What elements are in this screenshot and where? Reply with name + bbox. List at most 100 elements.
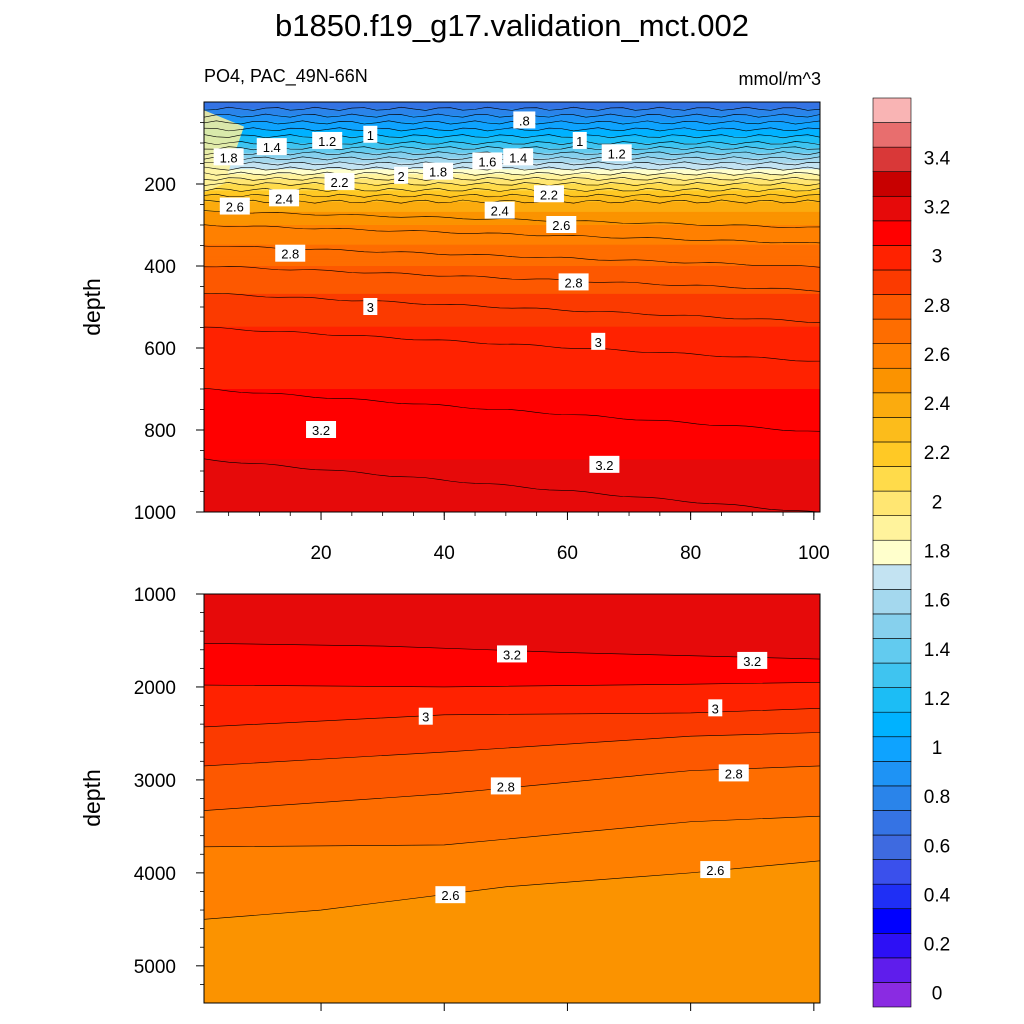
field-band — [204, 290, 820, 293]
contour-line — [204, 176, 820, 181]
contour-label-bg — [435, 886, 466, 904]
field-band — [204, 164, 820, 167]
field-band — [204, 193, 820, 197]
contour-line — [204, 458, 820, 512]
colorbar-swatch — [872, 97, 912, 123]
contour-label: 3 — [595, 335, 602, 350]
colorbar-swatch — [872, 834, 912, 860]
field-band — [204, 262, 820, 265]
contour-line — [204, 113, 820, 118]
contour-label-bg — [591, 332, 606, 350]
colorbar-swatch — [872, 392, 912, 418]
field-band — [204, 223, 820, 226]
contour-label-bg — [312, 131, 343, 149]
field-band — [204, 116, 820, 119]
field-band — [204, 257, 820, 261]
field-band — [204, 426, 820, 429]
field-band — [204, 482, 820, 485]
field-band — [204, 385, 820, 388]
field-band — [204, 259, 820, 262]
contour-label-bg — [718, 764, 749, 782]
field-band — [204, 252, 820, 256]
field-band — [204, 364, 820, 367]
contour-label: 3 — [422, 710, 429, 725]
contour-label: 2.8 — [725, 766, 743, 781]
contour-line — [204, 106, 820, 111]
contour-line — [204, 199, 820, 204]
field-band — [204, 277, 820, 280]
field-band — [204, 392, 820, 395]
field-band — [204, 129, 820, 133]
contour-label: 1 — [367, 128, 374, 143]
field-band — [204, 254, 820, 257]
contour-label: .8 — [519, 113, 530, 128]
field-band — [204, 487, 820, 490]
field-band — [204, 451, 820, 454]
field-band — [204, 233, 820, 236]
field-band — [204, 480, 820, 484]
field-band — [204, 485, 820, 488]
field-band — [204, 436, 820, 439]
contour-label-bg — [490, 777, 521, 795]
field-band — [204, 292, 820, 295]
contour-label: 2.2 — [330, 175, 348, 190]
field-band — [204, 489, 820, 492]
colorbar-swatch — [872, 490, 912, 516]
contour-line — [204, 682, 820, 688]
field-band — [204, 295, 820, 298]
colorbar-label: 3.2 — [924, 198, 950, 219]
field-band — [204, 280, 820, 283]
field-band — [204, 236, 820, 239]
field-band — [204, 377, 820, 380]
field-band — [204, 275, 820, 279]
field-band — [204, 284, 820, 287]
colorbar-label: 0.6 — [924, 836, 950, 857]
x-tick-label: 60 — [557, 543, 578, 564]
contour-line — [204, 127, 820, 132]
field-band — [204, 444, 820, 447]
field-band — [204, 261, 820, 264]
field-band — [204, 351, 820, 354]
field-band — [204, 497, 820, 500]
y-tick-label: 1000 — [134, 585, 176, 606]
field-band — [204, 198, 820, 201]
contour-label: 2.4 — [491, 204, 509, 219]
field-band — [204, 302, 820, 305]
contour-label: 1.8 — [220, 150, 238, 165]
field-band — [204, 334, 820, 338]
colorbar-swatch — [872, 662, 912, 688]
colorbar-swatch — [872, 638, 912, 664]
field-band — [204, 372, 820, 375]
y-tick-label: 600 — [144, 339, 176, 360]
colorbar-label: 2 — [932, 492, 943, 513]
field-band — [204, 459, 820, 462]
field-band — [204, 110, 820, 113]
field-band — [204, 462, 820, 466]
field-band — [204, 303, 820, 306]
colorbar-label: 0.2 — [924, 935, 950, 956]
field-band — [204, 136, 820, 139]
contour-line — [204, 387, 820, 432]
field-band — [204, 474, 820, 477]
field-band — [204, 251, 820, 254]
field-band — [204, 180, 820, 183]
field-band — [204, 389, 820, 392]
y-tick-label: 5000 — [134, 957, 176, 978]
field-band — [204, 195, 820, 198]
field-band — [204, 349, 820, 352]
contour-line — [204, 141, 820, 145]
contour-label-bg — [700, 861, 731, 879]
field-band — [204, 323, 820, 326]
field-band — [204, 238, 820, 241]
bottom-field — [204, 594, 820, 1003]
colorbar-swatch — [872, 515, 912, 541]
colorbar-swatch — [872, 982, 912, 1008]
field-band — [204, 105, 820, 108]
field-band — [204, 505, 820, 508]
field-band — [204, 402, 820, 405]
contour-line — [204, 134, 820, 139]
colorbar-label: 1.6 — [924, 591, 950, 612]
contour-label-bg — [484, 201, 515, 219]
chart-title: b1850.f19_g17.validation_mct.002 — [275, 8, 749, 43]
contour-label-bg — [256, 138, 287, 156]
